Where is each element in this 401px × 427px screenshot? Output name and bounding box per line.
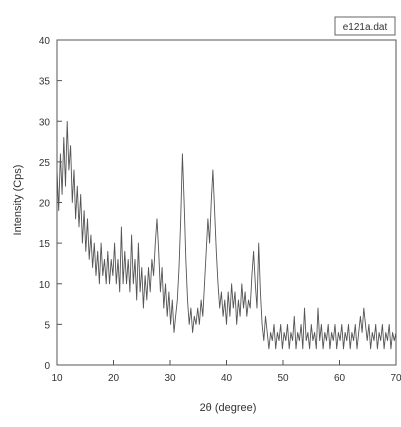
x-axis-ticks: 10 20 30 40 50 60 70 [51,360,401,384]
series-line-e121a [56,120,397,350]
y-tick-label: 40 [39,36,51,47]
y-tick-label: 35 [39,77,51,88]
legend-label: e121a.dat [343,22,388,33]
y-tick-label: 10 [39,280,51,291]
y-axis-ticks: 0 5 10 15 20 25 30 35 40 [39,36,62,372]
x-tick-label: 10 [51,373,63,384]
x-tick-label: 70 [390,373,401,384]
y-tick-label: 30 [39,117,51,128]
y-tick-label: 20 [39,199,51,210]
x-tick-label: 30 [164,373,176,384]
y-tick-label: 15 [39,239,51,250]
x-tick-label: 20 [108,373,120,384]
y-tick-label: 5 [44,320,50,331]
x-tick-label: 40 [221,373,233,384]
x-axis-label: 2θ (degree) [200,402,257,414]
legend-box [334,16,396,36]
x-tick-label: 60 [334,373,346,384]
y-axis-label: Intensity (Cps) [12,165,24,236]
x-tick-label: 50 [277,373,289,384]
y-tick-label: 0 [44,361,50,372]
y-tick-label: 25 [39,158,51,169]
